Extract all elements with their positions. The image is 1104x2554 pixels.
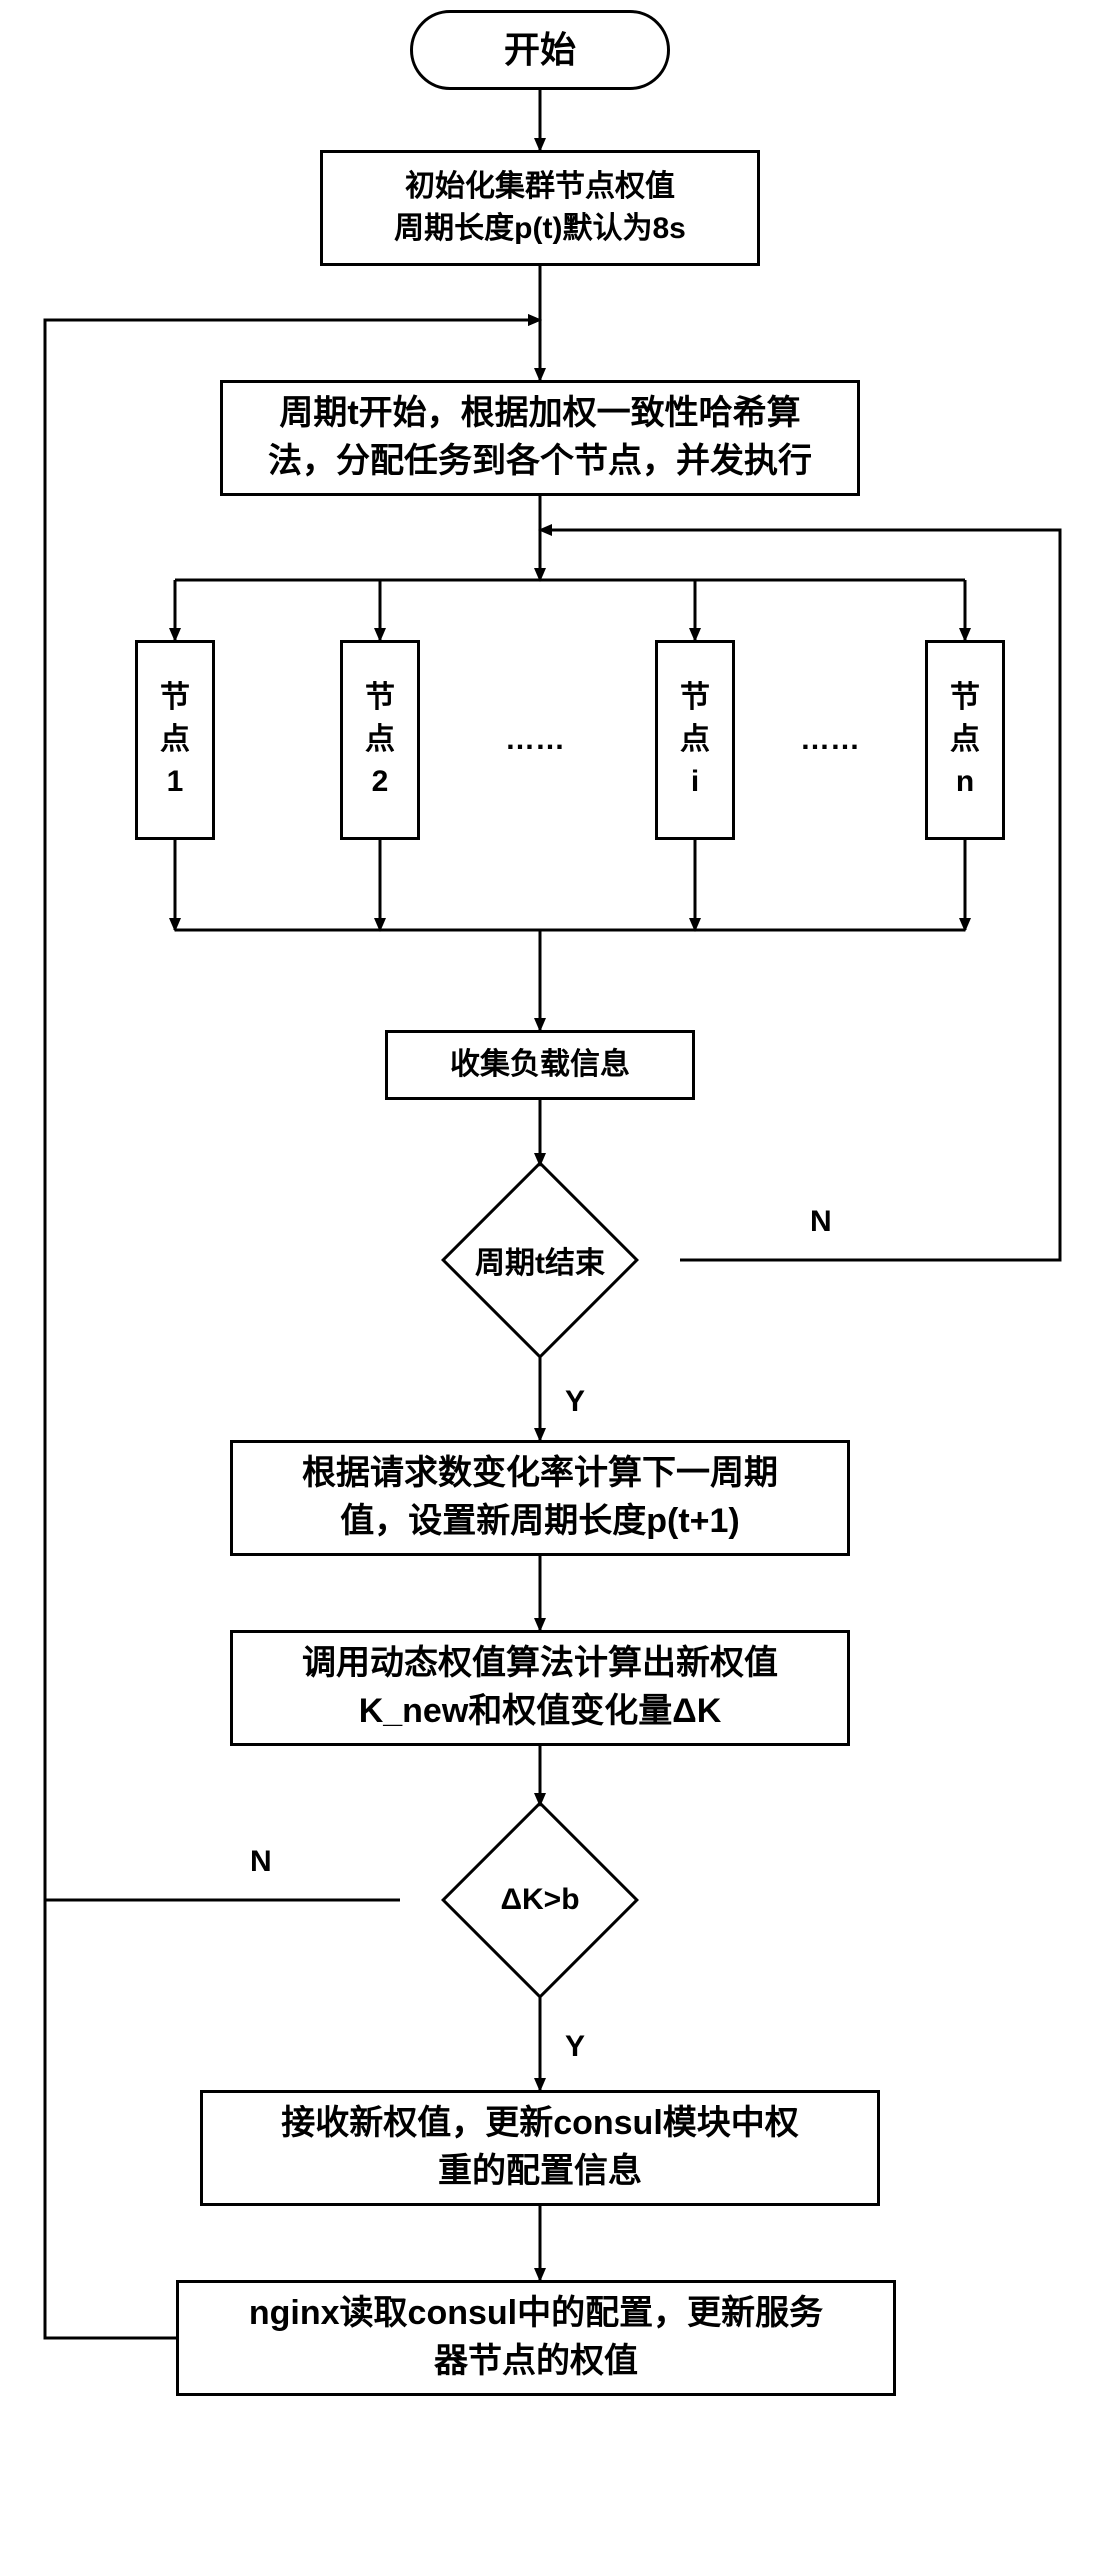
- ellipsis-dots2: ……: [770, 710, 890, 770]
- ellipsis-dots1: ……: [475, 710, 595, 770]
- flow-decision-q_end: [441, 1161, 639, 1359]
- flow-node-nginx: nginx读取consul中的配置，更新服务器节点的权值: [176, 2280, 896, 2396]
- flow-node-init: 初始化集群节点权值周期长度p(t)默认为8s: [320, 150, 760, 266]
- flow-node-calc_k: 调用动态权值算法计算出新权值K_new和权值变化量ΔK: [230, 1630, 850, 1746]
- flow-node-collect: 收集负载信息: [385, 1030, 695, 1100]
- edge-label-N-q_end_N: N: [810, 1205, 832, 1239]
- flow-node-period: 周期t开始，根据加权一致性哈希算法，分配任务到各个节点，并发执行: [220, 380, 860, 496]
- flow-decision-q_dk: [441, 1801, 639, 1999]
- edge-label-N-q_dk_N: N: [250, 1845, 272, 1879]
- flow-node-nn: 节点n: [925, 640, 1005, 840]
- flow-node-start: 开始: [410, 10, 670, 90]
- edge-nginx-period: [45, 320, 540, 2338]
- flow-node-n2: 节点2: [340, 640, 420, 840]
- flow-node-n1: 节点1: [135, 640, 215, 840]
- flow-node-recv: 接收新权值，更新consul模块中权重的配置信息: [200, 2090, 880, 2206]
- edge-label-Y-q_end_Y: Y: [565, 1385, 585, 1419]
- flow-node-calc_p: 根据请求数变化率计算下一周期值，设置新周期长度p(t+1): [230, 1440, 850, 1556]
- flow-node-ni: 节点i: [655, 640, 735, 840]
- edge-label-Y-q_dk_Y: Y: [565, 2030, 585, 2064]
